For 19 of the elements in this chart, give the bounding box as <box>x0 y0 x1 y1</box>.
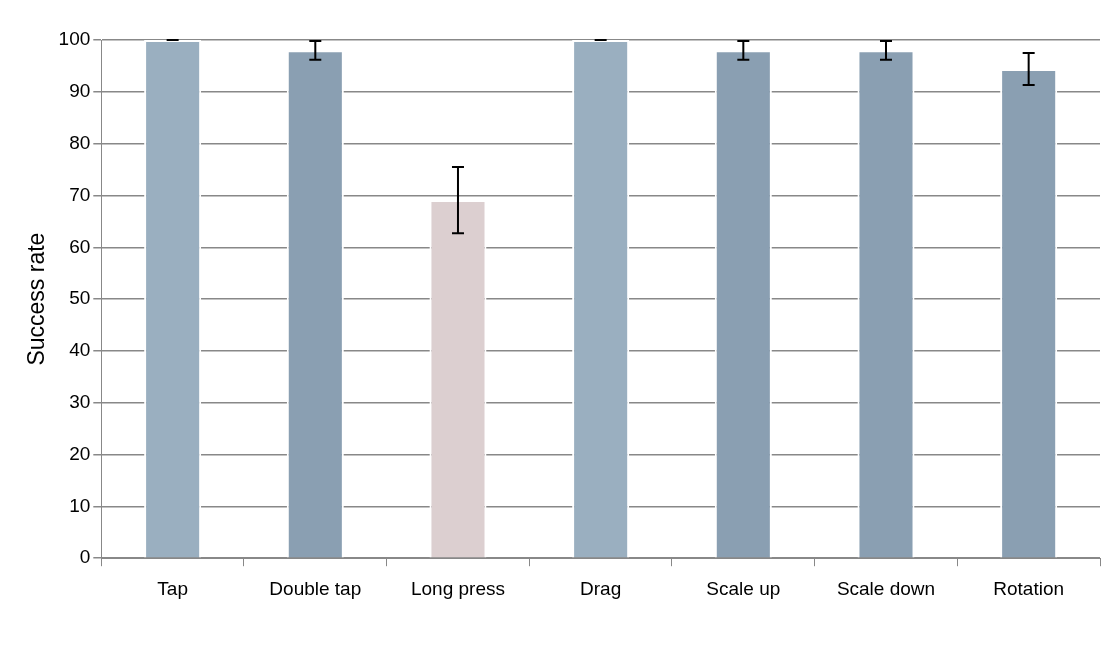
y-axis-title: Success rate <box>23 232 50 366</box>
y-tick-label: 80 <box>69 131 91 153</box>
x-tick-label: Long press <box>410 577 505 599</box>
y-tick-label: 10 <box>69 494 91 516</box>
y-tick-label: 60 <box>69 235 91 257</box>
y-tick-label: 70 <box>69 183 91 205</box>
y-tick-label: 30 <box>69 390 91 412</box>
x-tick-label: Double tap <box>269 577 362 599</box>
y-tick-label: 20 <box>69 442 91 464</box>
y-tick-label: 100 <box>58 28 91 50</box>
x-tick-label: Tap <box>157 577 188 599</box>
x-tick-label: Rotation <box>993 577 1065 599</box>
y-tick-label: 50 <box>69 287 91 309</box>
x-tick-label: Scale up <box>706 577 781 599</box>
y-tick-label: 40 <box>69 339 91 361</box>
y-tick-label: 90 <box>69 80 91 102</box>
x-tick-label: Scale down <box>836 577 936 599</box>
y-tick-label: 0 <box>79 546 91 568</box>
x-tick-label: Drag <box>580 577 622 599</box>
